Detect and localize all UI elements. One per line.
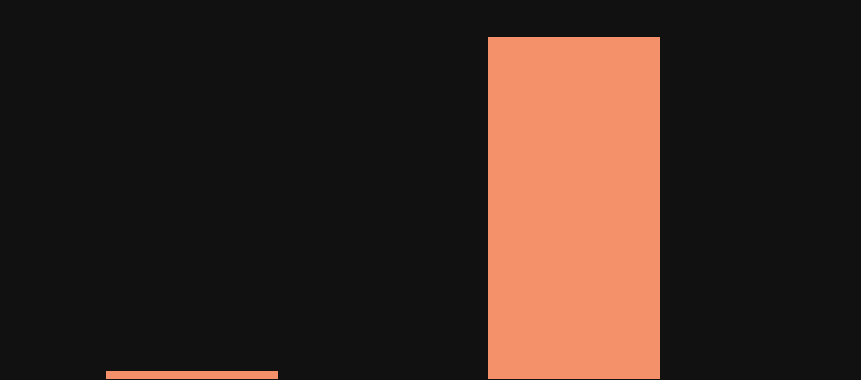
Bar	[106, 371, 278, 378]
Bar	[487, 36, 660, 378]
